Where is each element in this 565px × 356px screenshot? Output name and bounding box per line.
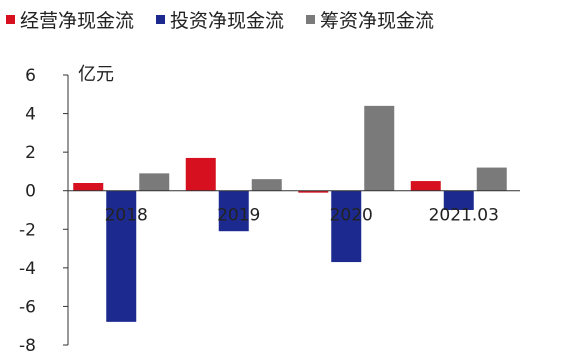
bar-operating-2019: [185, 157, 216, 191]
y-tick-label: 6: [25, 66, 36, 86]
bar-financing-2020: [364, 105, 395, 191]
x-category-label: 2020: [330, 206, 373, 226]
legend-item-operating: 经营净现金流: [6, 6, 134, 33]
y-tick-label: -4: [19, 259, 36, 279]
x-axis: 2018 2019 2020 2021.03: [68, 190, 520, 226]
legend-swatch-operating: [6, 15, 15, 24]
bar-investing-2020: [331, 190, 362, 263]
legend-label-operating: 经营净现金流: [20, 10, 135, 32]
bars: [73, 105, 507, 322]
bar-financing-2018: [139, 173, 170, 191]
bar-financing-2019: [251, 179, 282, 191]
x-category-label: 2019: [217, 206, 260, 226]
bar-financing-2021.03: [476, 167, 507, 191]
y-tick-label: 2: [25, 143, 36, 163]
y-tick-label: -6: [19, 297, 36, 317]
legend-label-investing: 投资净现金流: [170, 10, 285, 32]
y-tick-label: -8: [19, 336, 36, 356]
legend-item-investing: 投资净现金流: [156, 6, 284, 33]
bar-investing-2021.03: [443, 190, 474, 210]
bar-operating-2020: [298, 190, 329, 193]
legend-swatch-investing: [156, 15, 166, 24]
y-axis: 6 4 2 0 -2 -4 -6 -8: [19, 66, 69, 356]
bar-investing-2019: [218, 190, 249, 232]
bar-operating-2018: [73, 183, 104, 191]
y-unit-label: 亿元: [78, 64, 114, 85]
x-category-label: 2021.03: [429, 206, 499, 226]
legend-swatch-financing: [306, 15, 316, 24]
legend-label-financing: 筹资净现金流: [320, 10, 435, 32]
bar-investing-2018: [106, 190, 137, 322]
legend-item-financing: 筹资净现金流: [306, 6, 434, 33]
y-tick-label: 4: [25, 105, 36, 125]
y-tick-label: -2: [19, 220, 36, 240]
y-tick-label: 0: [25, 182, 36, 202]
chart-legend: 经营净现金流 投资净现金流 筹资净现金流: [6, 6, 434, 33]
x-category-label: 2018: [105, 206, 148, 226]
bar-operating-2021.03: [410, 181, 441, 191]
